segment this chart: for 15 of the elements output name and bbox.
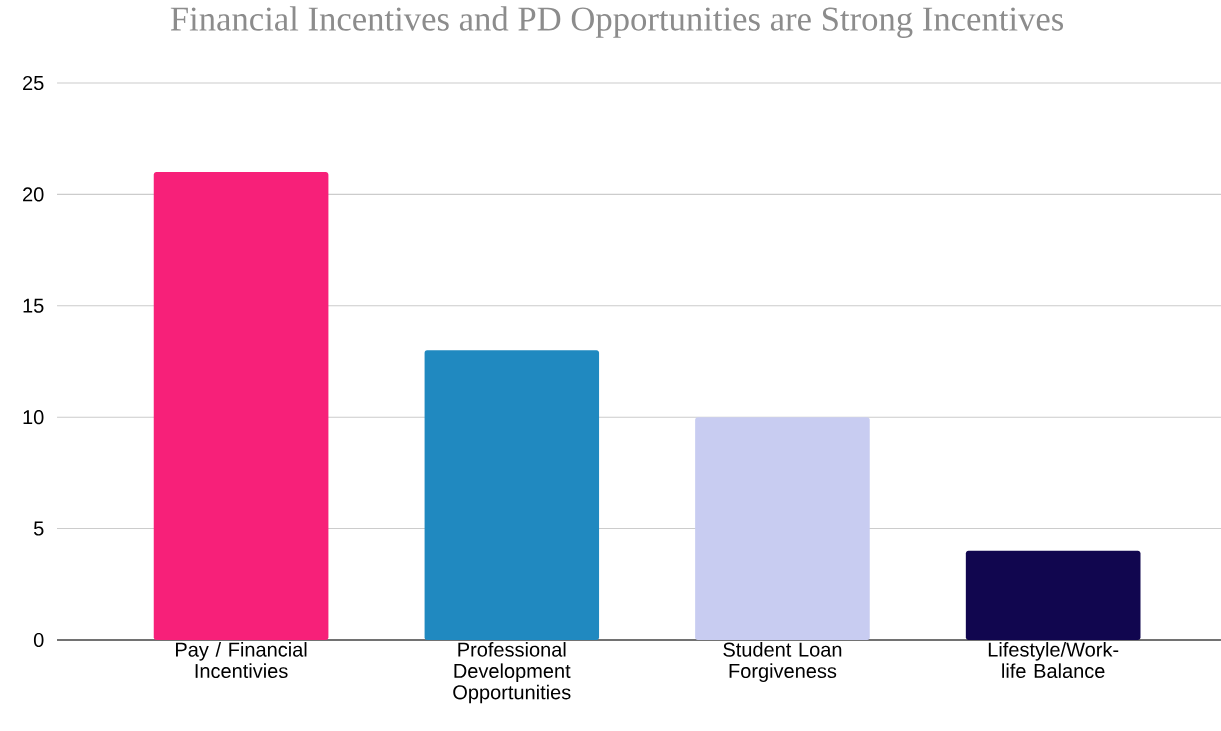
y-tick-label: 10 [23,410,44,425]
y-tick-label: 20 [23,187,44,202]
y-tick-label: 5 [33,521,44,536]
bar [424,350,600,640]
y-tick-label: 15 [23,298,44,313]
y-tick-label: 25 [23,75,44,91]
chart-title: Financial Incentives and PD Opportunities are Strong Incentives [170,6,1064,38]
bar [965,550,1141,640]
x-tick-label: Professional Development Opportunities [453,642,571,704]
y-tick-label: 0 [33,632,44,648]
bar [153,172,329,640]
x-tick-label: Student Loan Forgiveness [723,642,842,682]
x-tick-label: Lifestyle/Work-life Balance [988,642,1119,679]
bar [695,417,870,640]
x-tick-label: Pay / Financial Incentivies [176,642,307,679]
